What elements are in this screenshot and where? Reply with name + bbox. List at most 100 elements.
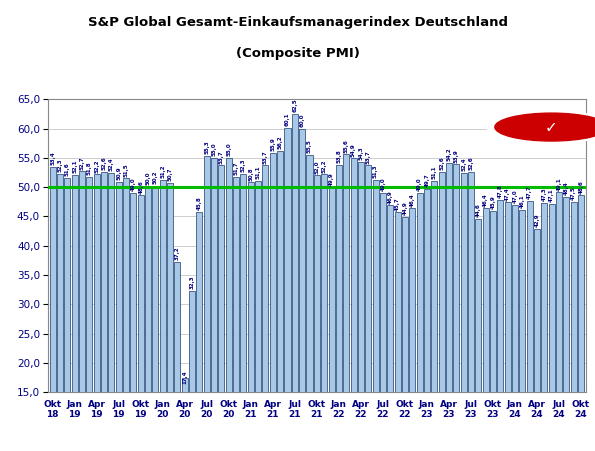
Bar [541, 203, 547, 451]
Text: S&P Global Gesamt-Einkaufsmanagerindex Deutschland: S&P Global Gesamt-Einkaufsmanagerindex D… [87, 16, 508, 29]
Text: 47,5: 47,5 [571, 186, 576, 200]
Text: 52,4: 52,4 [461, 158, 466, 171]
Bar [336, 165, 342, 451]
Text: 50,9: 50,9 [116, 166, 121, 180]
Bar [108, 173, 114, 451]
Text: 45,7: 45,7 [395, 197, 400, 211]
Text: 32,3: 32,3 [190, 276, 195, 289]
Text: 60,1: 60,1 [285, 113, 290, 126]
Bar [72, 175, 78, 451]
Text: 47,0: 47,0 [512, 189, 518, 203]
Text: 55,9: 55,9 [270, 137, 275, 151]
Text: 49,1: 49,1 [556, 177, 562, 191]
Text: 47,4: 47,4 [505, 187, 510, 201]
Text: 53,9: 53,9 [454, 149, 459, 162]
Text: 52,0: 52,0 [314, 160, 320, 174]
Text: 49,0: 49,0 [380, 178, 386, 191]
Text: 52,3: 52,3 [241, 158, 246, 172]
Text: 52,3: 52,3 [58, 158, 62, 172]
Bar [490, 211, 496, 451]
Bar [571, 202, 577, 451]
Bar [233, 177, 239, 451]
Text: 47,8: 47,8 [498, 184, 503, 198]
Text: 54,9: 54,9 [351, 143, 356, 156]
Bar [365, 166, 371, 451]
Bar [86, 177, 92, 451]
Text: 46,9: 46,9 [388, 190, 393, 203]
Bar [182, 378, 188, 451]
Text: 53,8: 53,8 [336, 149, 342, 163]
Bar [402, 217, 408, 451]
Text: 55,6: 55,6 [344, 139, 349, 152]
Bar [203, 156, 210, 451]
Bar [556, 193, 562, 451]
Bar [394, 212, 400, 451]
Bar [262, 166, 268, 451]
Bar [130, 193, 136, 451]
Bar [512, 205, 518, 451]
Text: 51,8: 51,8 [87, 161, 92, 175]
Bar [116, 182, 122, 451]
Text: 45,8: 45,8 [197, 196, 202, 210]
Bar [292, 114, 298, 451]
Bar [314, 175, 320, 451]
Text: 56,2: 56,2 [278, 135, 283, 149]
Bar [167, 183, 173, 451]
Bar [57, 174, 63, 451]
Text: 52,4: 52,4 [109, 158, 114, 171]
Bar [211, 158, 217, 451]
Text: 62,5: 62,5 [292, 98, 298, 112]
Bar [284, 128, 290, 451]
Bar [519, 210, 525, 451]
Text: 49,7: 49,7 [424, 174, 430, 187]
Bar [372, 179, 378, 451]
Bar [549, 204, 555, 451]
Text: 50,7: 50,7 [168, 168, 173, 181]
Text: 51,3: 51,3 [373, 164, 378, 178]
Bar [174, 262, 180, 451]
Text: 55,3: 55,3 [204, 141, 209, 154]
Bar [160, 180, 166, 451]
Text: 52,6: 52,6 [468, 156, 474, 170]
Text: (Composite PMI): (Composite PMI) [236, 47, 359, 60]
Bar [431, 181, 437, 451]
Text: 46,1: 46,1 [520, 195, 525, 208]
Text: 46,4: 46,4 [483, 193, 488, 207]
Bar [138, 195, 144, 451]
Text: 49,0: 49,0 [131, 178, 136, 191]
Text: 42,9: 42,9 [534, 213, 540, 227]
Bar [123, 178, 129, 451]
Text: 49,9: 49,9 [329, 172, 334, 186]
Bar [505, 202, 511, 451]
Text: 47,3: 47,3 [542, 188, 547, 201]
Text: 52,1: 52,1 [72, 160, 77, 173]
Text: 51,7: 51,7 [234, 162, 239, 175]
Bar [306, 155, 312, 451]
Bar [94, 174, 100, 451]
Bar [50, 167, 56, 451]
Bar [461, 173, 466, 451]
Bar [563, 197, 569, 451]
Text: 50,0: 50,0 [146, 172, 151, 185]
Text: 53,7: 53,7 [263, 150, 268, 164]
Bar [255, 181, 261, 451]
Text: 54,2: 54,2 [446, 147, 452, 161]
Text: 44,9: 44,9 [402, 202, 408, 215]
Text: 51,1: 51,1 [432, 166, 437, 179]
Text: 55,0: 55,0 [212, 143, 217, 156]
Text: 47,1: 47,1 [549, 189, 554, 202]
Bar [64, 178, 70, 451]
Text: 51,1: 51,1 [256, 166, 261, 179]
Text: 49,0: 49,0 [417, 178, 422, 191]
Bar [328, 188, 334, 451]
Bar [409, 208, 415, 451]
Text: 46,4: 46,4 [410, 193, 415, 207]
Bar [79, 171, 85, 451]
Text: 55,0: 55,0 [226, 143, 231, 156]
Bar [497, 200, 503, 451]
Bar [380, 193, 386, 451]
Text: 50,2: 50,2 [153, 171, 158, 184]
Bar [578, 195, 584, 451]
Bar [299, 129, 305, 451]
Text: 48,6: 48,6 [138, 180, 143, 193]
